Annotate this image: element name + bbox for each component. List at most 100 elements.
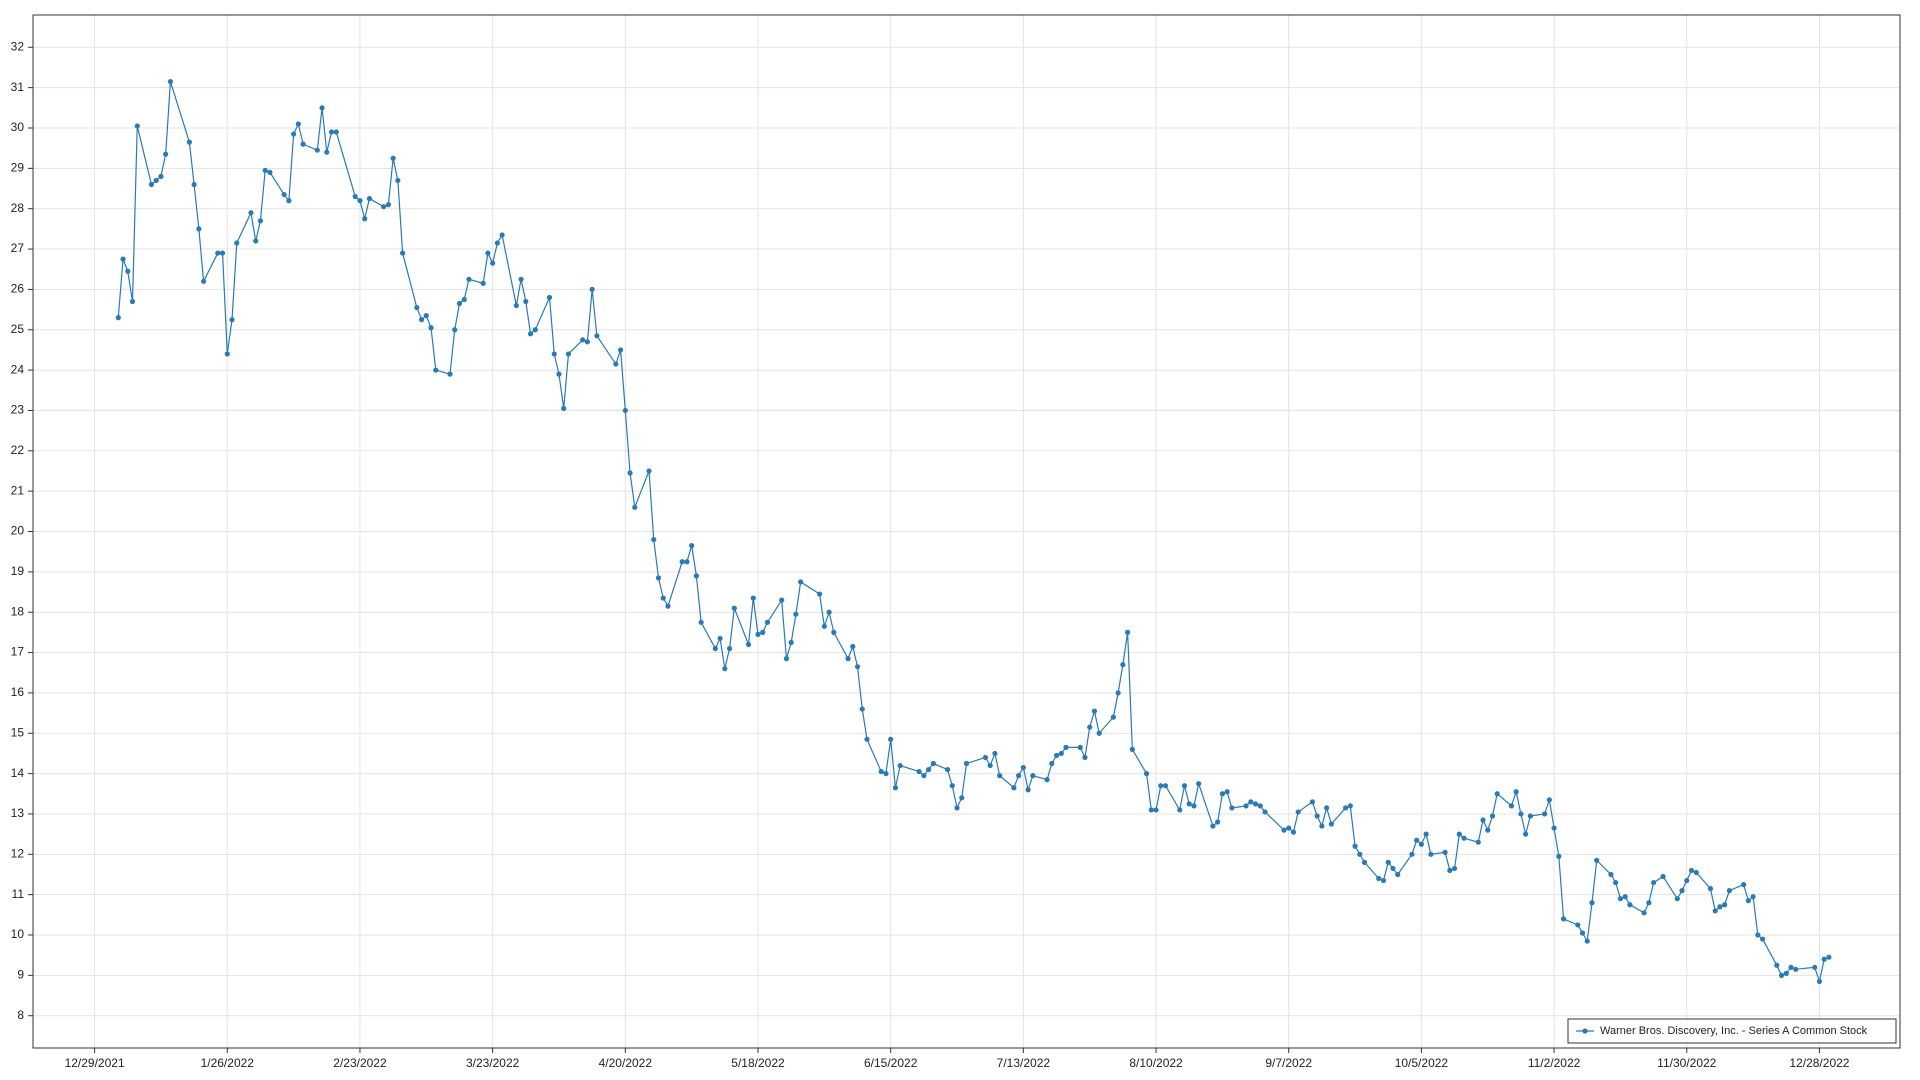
data-point bbox=[1053, 752, 1060, 759]
x-tick-label: 3/23/2022 bbox=[466, 1056, 520, 1070]
data-point bbox=[1058, 750, 1064, 757]
data-point bbox=[148, 181, 155, 188]
data-point bbox=[390, 155, 396, 161]
y-tick-label: 24 bbox=[11, 362, 25, 376]
data-point bbox=[693, 573, 700, 579]
data-point bbox=[428, 325, 434, 331]
y-tick-label: 18 bbox=[11, 604, 25, 618]
data-point bbox=[1153, 807, 1159, 813]
data-point bbox=[698, 619, 704, 625]
data-point bbox=[490, 260, 496, 266]
data-point bbox=[1480, 817, 1486, 823]
data-point bbox=[660, 595, 666, 601]
data-point bbox=[556, 371, 562, 377]
y-tick-label: 14 bbox=[11, 766, 25, 780]
data-point bbox=[257, 218, 264, 224]
data-point bbox=[381, 204, 387, 210]
data-point bbox=[1812, 964, 1818, 970]
data-point bbox=[859, 706, 865, 712]
data-point bbox=[1485, 827, 1491, 833]
x-tick-label: 8/10/2022 bbox=[1129, 1056, 1183, 1070]
data-point bbox=[755, 631, 761, 637]
data-point bbox=[954, 805, 960, 811]
data-point bbox=[1717, 904, 1723, 910]
data-point bbox=[646, 468, 652, 474]
data-point bbox=[1712, 908, 1718, 914]
y-tick-label: 28 bbox=[11, 201, 25, 215]
legend-box bbox=[1567, 1018, 1897, 1044]
data-point bbox=[1442, 849, 1448, 855]
data-point bbox=[295, 121, 301, 127]
data-point bbox=[1684, 877, 1690, 884]
data-point bbox=[1759, 936, 1766, 942]
data-point bbox=[1608, 871, 1614, 878]
data-point bbox=[158, 173, 164, 180]
data-point bbox=[1016, 773, 1022, 779]
data-point bbox=[617, 347, 624, 353]
data-point bbox=[1186, 801, 1192, 807]
data-point bbox=[1745, 898, 1751, 904]
data-point bbox=[1191, 803, 1197, 809]
y-tick-label: 27 bbox=[11, 241, 25, 255]
data-point bbox=[281, 191, 287, 198]
y-tick-label: 30 bbox=[11, 120, 25, 134]
data-point bbox=[1418, 841, 1425, 847]
data-point bbox=[532, 327, 538, 333]
data-point bbox=[821, 623, 827, 629]
data-point bbox=[589, 286, 595, 292]
data-point bbox=[949, 783, 955, 789]
data-point bbox=[1262, 809, 1268, 815]
data-point bbox=[219, 250, 226, 256]
data-point bbox=[1722, 902, 1728, 908]
data-point bbox=[485, 250, 491, 256]
x-tick-label: 7/13/2022 bbox=[997, 1056, 1051, 1070]
y-tick-label: 26 bbox=[11, 282, 25, 296]
data-point bbox=[684, 559, 690, 565]
data-point bbox=[1641, 910, 1647, 916]
data-point bbox=[447, 371, 453, 377]
data-point bbox=[234, 240, 240, 246]
data-point bbox=[1579, 930, 1586, 936]
legend-marker bbox=[1582, 1028, 1588, 1034]
data-point bbox=[845, 656, 851, 662]
data-point bbox=[196, 226, 202, 232]
legend-label: Warner Bros. Discovery, Inc. - Series A … bbox=[1600, 1025, 1868, 1037]
y-tick-label: 11 bbox=[12, 887, 25, 901]
data-point bbox=[1219, 791, 1225, 797]
y-tick-label: 16 bbox=[11, 685, 25, 699]
data-point bbox=[480, 280, 486, 286]
data-point bbox=[1646, 900, 1652, 906]
data-point bbox=[1257, 803, 1263, 809]
data-point bbox=[1693, 869, 1699, 876]
y-tick-label: 15 bbox=[11, 725, 25, 739]
data-point bbox=[1489, 813, 1496, 819]
data-point bbox=[726, 645, 733, 652]
data-point bbox=[115, 315, 121, 321]
data-point bbox=[1660, 873, 1666, 880]
data-point bbox=[153, 177, 159, 184]
data-point bbox=[129, 298, 136, 305]
data-point bbox=[1707, 886, 1714, 892]
data-point bbox=[982, 754, 989, 761]
data-point bbox=[850, 643, 856, 650]
data-point bbox=[494, 240, 500, 246]
data-point bbox=[1148, 807, 1154, 813]
data-point bbox=[1774, 962, 1780, 968]
data-point bbox=[1414, 837, 1420, 843]
data-point bbox=[798, 579, 804, 585]
data-point bbox=[930, 760, 936, 767]
data-point bbox=[248, 210, 254, 216]
x-tick-label: 9/7/2022 bbox=[1265, 1056, 1312, 1070]
y-tick-label: 8 bbox=[17, 1008, 24, 1022]
data-point bbox=[1125, 629, 1131, 635]
y-tick-label: 25 bbox=[11, 322, 25, 336]
data-point bbox=[527, 331, 534, 337]
data-point bbox=[1551, 825, 1557, 831]
data-point bbox=[1793, 966, 1799, 972]
x-tick-label: 1/26/2022 bbox=[201, 1056, 255, 1070]
data-point bbox=[395, 177, 401, 184]
data-point bbox=[253, 238, 259, 244]
data-point bbox=[1542, 811, 1548, 817]
data-point bbox=[546, 294, 553, 301]
